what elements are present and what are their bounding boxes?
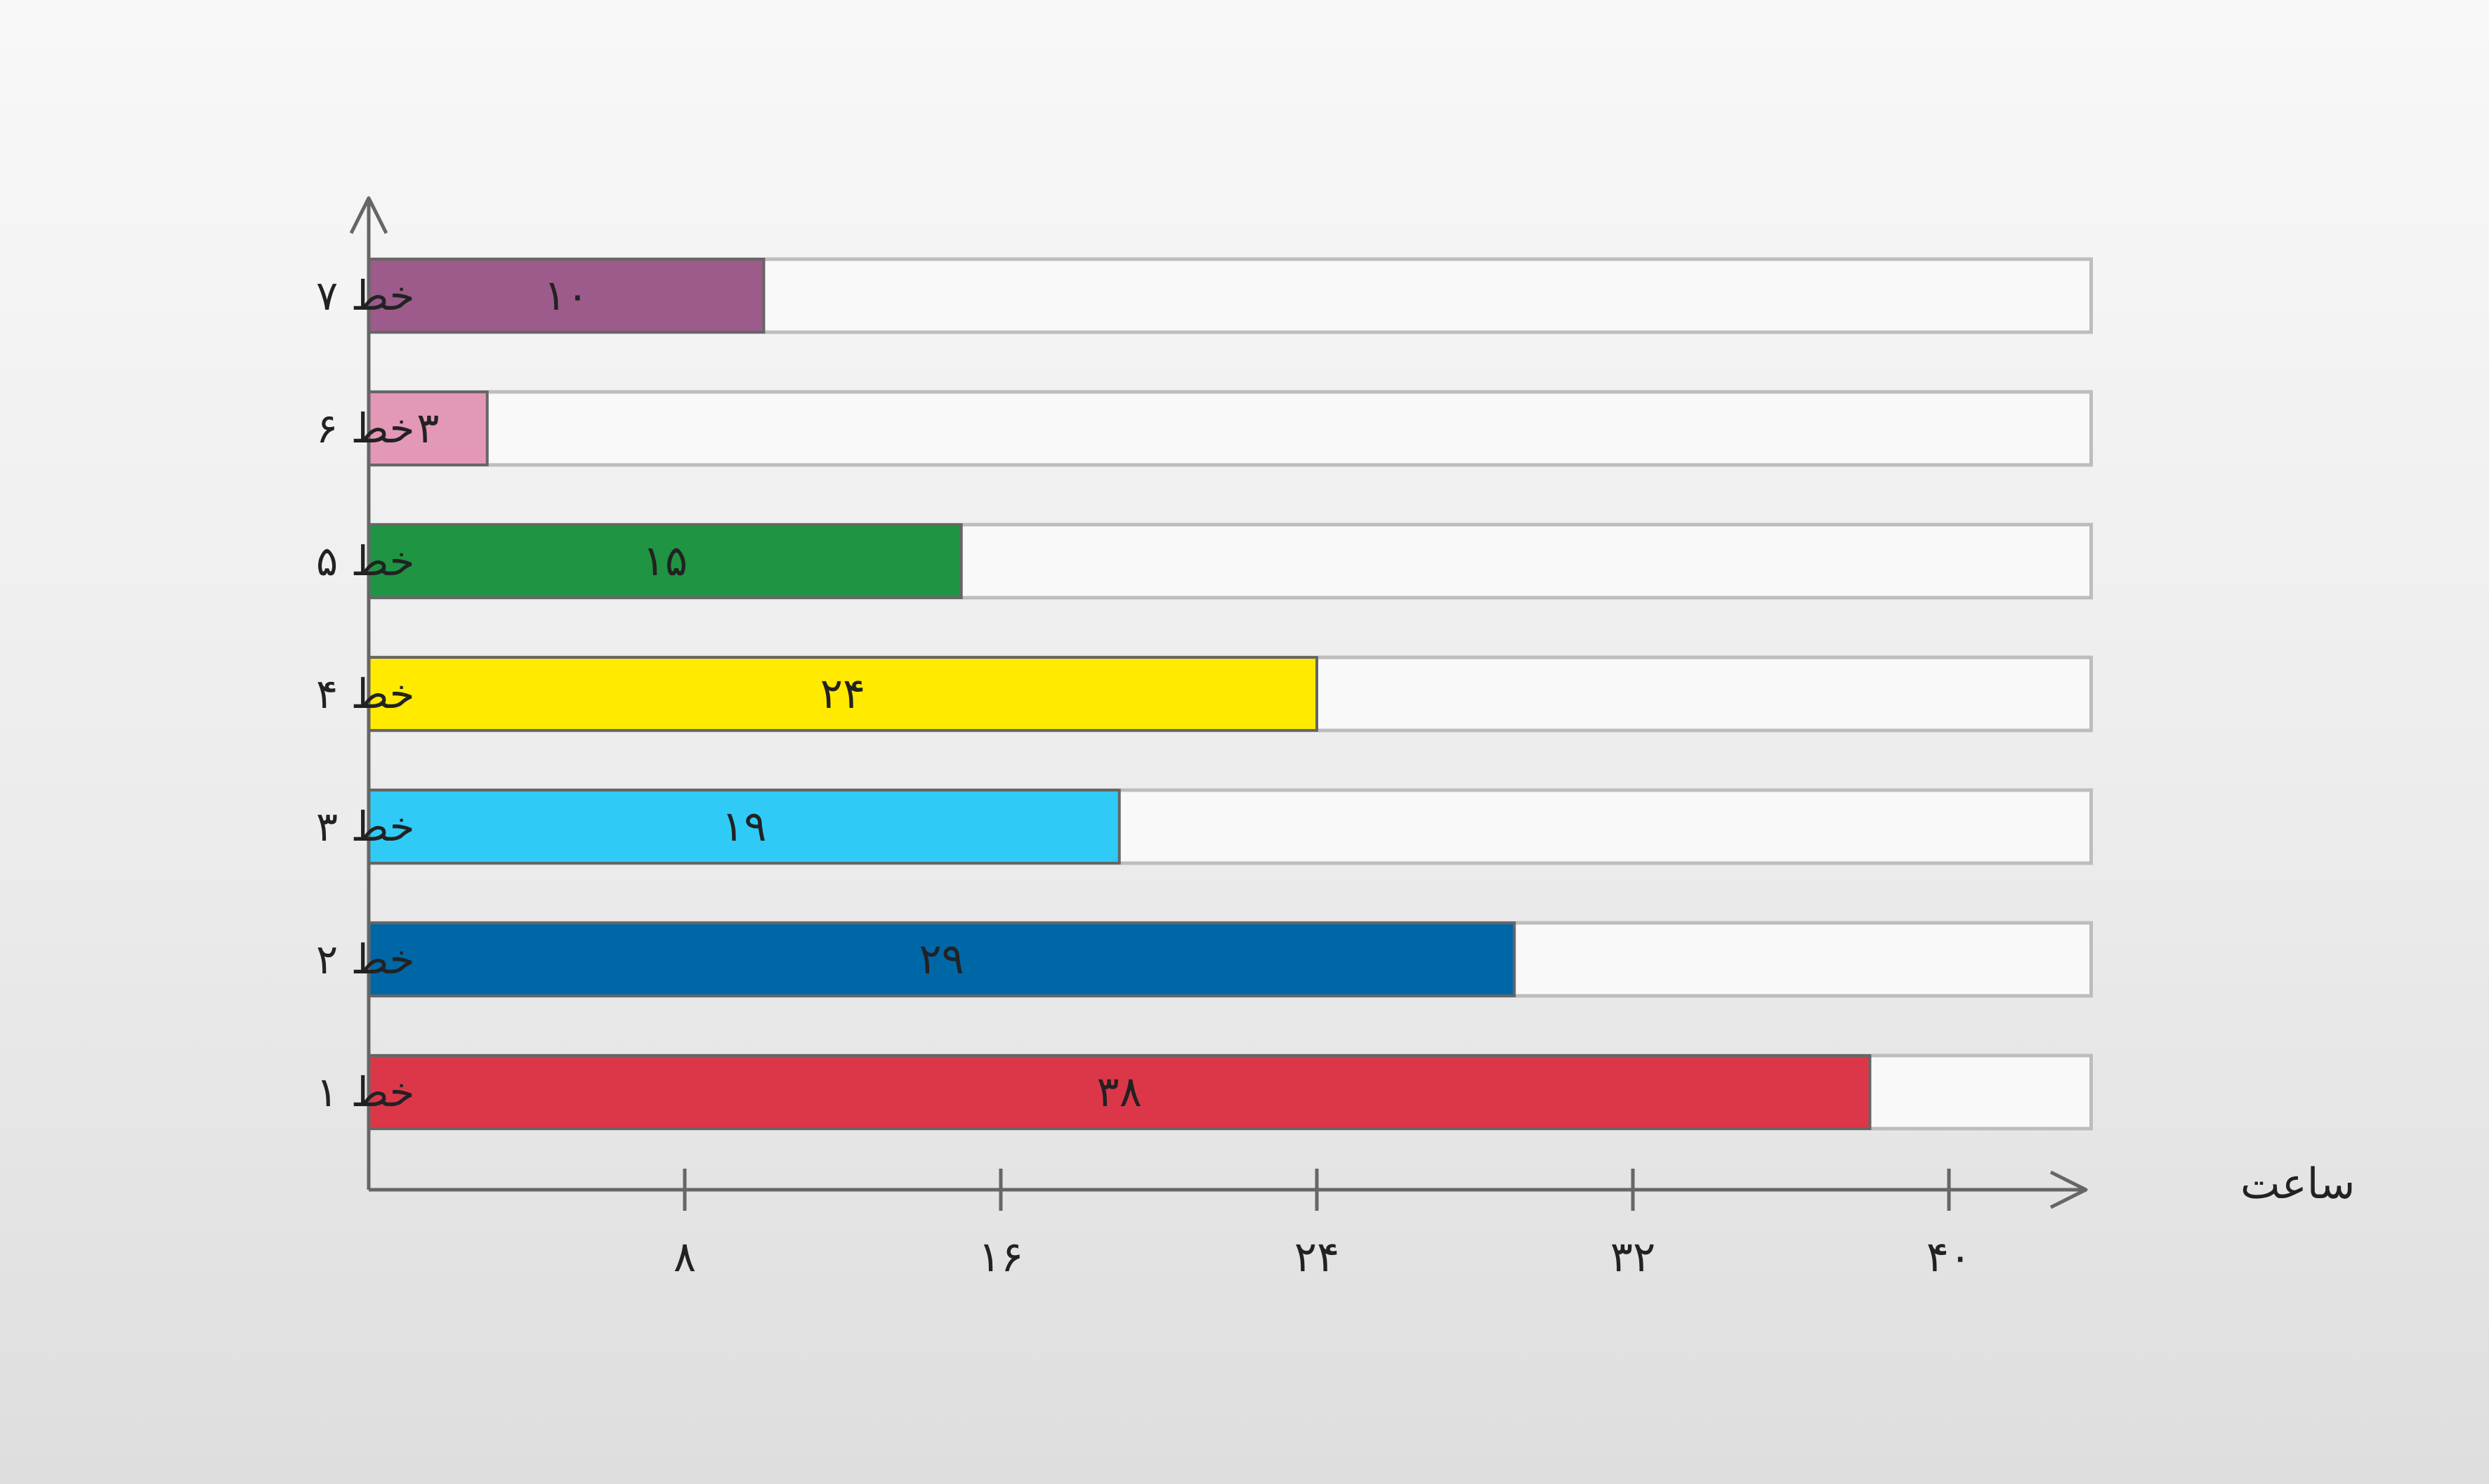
category-label: خط ۳ [316,803,415,851]
category-label: خط ۶ [316,405,415,452]
x-axis-arrow [2049,1170,2088,1209]
category-label: خط ۷ [316,272,415,320]
category-label: خط ۱ [316,1068,415,1116]
bar-value-label: ۳ [416,404,439,453]
bar [367,789,1121,865]
y-axis-arrow [349,196,388,235]
axes: ساعت [349,196,2355,1209]
bar [367,258,766,334]
x-axis-title: ساعت [2240,1160,2355,1209]
bar-value-label: ۱۵ [643,537,688,586]
bar [367,390,489,466]
bar-value-label: ۲۴ [820,669,865,718]
category-label: خط ۲ [316,935,415,983]
category-labels: خط ۱ خط ۲ خط ۳ خط ۴ خط ۵ خط ۶ خط ۷ [316,272,415,1116]
bar-value-label: ۳۸ [1097,1068,1142,1117]
x-tick-label: ۸ [674,1233,696,1282]
bar-value-label: ۱۹ [721,802,766,851]
category-label: خط ۵ [316,537,415,585]
bar-track [367,390,2093,467]
x-tick-label: ۲۴ [1294,1233,1339,1282]
bar [367,656,1318,732]
value-labels: ۳۸ ۲۹ ۱۹ ۲۴ ۱۵ ۳ ۱۰ [416,271,1142,1117]
bar-value-label: ۱۰ [544,271,589,320]
x-ticks: ۸ ۱۶ ۲۴ ۳۲ ۴۰ [674,1169,1971,1282]
category-label: خط ۴ [316,670,415,718]
bar-value-label: ۲۹ [919,935,964,984]
x-tick-label: ۴۰ [1926,1233,1971,1282]
bar [367,523,963,599]
x-tick-label: ۳۲ [1610,1233,1655,1282]
x-tick-label: ۱۶ [978,1233,1023,1282]
